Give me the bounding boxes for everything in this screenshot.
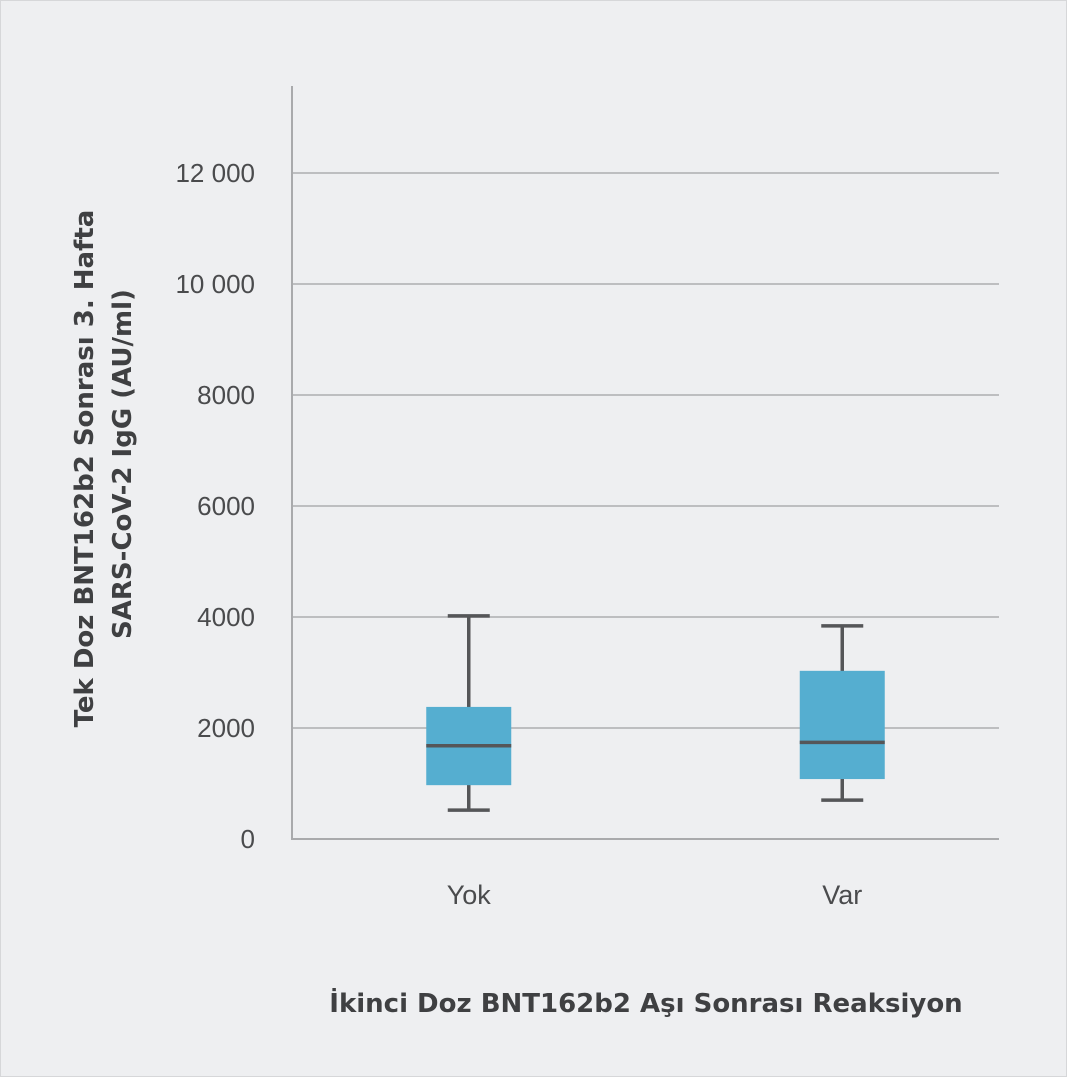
y-tick-label: 10 000 (175, 269, 255, 299)
x-category-label: Yok (447, 880, 492, 910)
y-axis-title-line-2: SARS-CoV-2 IgG (AU/ml) (108, 289, 138, 639)
y-axis-title: Tek Doz BNT162b2 Sonrası 3. Hafta SARS-C… (70, 201, 138, 728)
gridlines (292, 172, 999, 729)
x-axis-title: İkinci Doz BNT162b2 Aşı Sonrası Reaksiyo… (329, 987, 962, 1019)
y-tick-labels: 0 2000 4000 6000 8000 10 000 12 000 (175, 158, 255, 854)
axis-titles: Tek Doz BNT162b2 Sonrası 3. Hafta SARS-C… (70, 201, 963, 1019)
y-axis-title-line-1: Tek Doz BNT162b2 Sonrası 3. Hafta (70, 210, 100, 728)
boxes (426, 614, 885, 812)
y-tick-label: 0 (241, 824, 255, 854)
axes (291, 86, 999, 840)
y-tick-label: 4000 (197, 602, 255, 632)
y-tick-label: 2000 (197, 713, 255, 743)
box-Var (799, 624, 885, 802)
box-Yok (426, 614, 512, 812)
box-body (799, 670, 885, 780)
y-tick-label: 12 000 (175, 158, 255, 188)
x-category-labels: Yok Var (447, 880, 863, 910)
y-tick-label: 8000 (197, 380, 255, 410)
x-category-label: Var (822, 880, 862, 910)
y-tick-label: 6000 (197, 491, 255, 521)
